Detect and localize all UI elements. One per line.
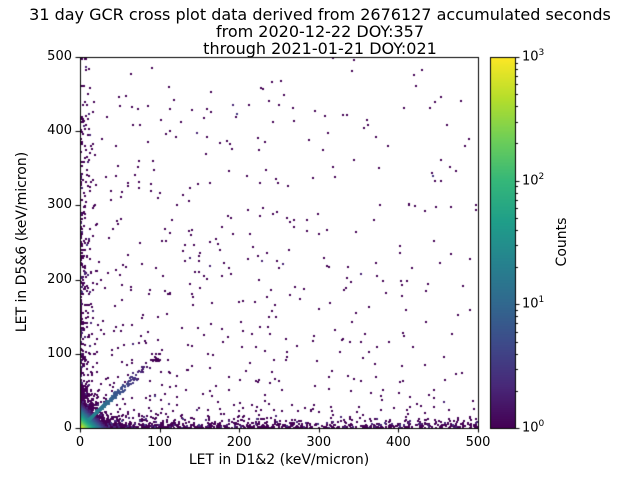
y-tick-label: 400 — [47, 123, 72, 139]
colorbar-tick-label: 100 — [522, 419, 545, 436]
chart-title-line3: through 2021-01-21 DOY:021 — [203, 39, 437, 58]
y-tick-label: 0 — [63, 420, 72, 435]
y-axis-label: LET in D5&6 (keV/micron) — [14, 151, 30, 333]
x-axis-label: LET in D1&2 (keV/micron) — [188, 452, 370, 468]
y-tick-label: 200 — [47, 271, 72, 287]
y-tick-label: 300 — [47, 197, 72, 213]
chart-title-line1: 31 day GCR cross plot data derived from … — [29, 5, 611, 24]
chart-title-line2: from 2020-12-22 DOY:357 — [215, 22, 424, 41]
colorbar-tick-label: 102 — [522, 171, 545, 188]
y-tick-label: 100 — [47, 345, 72, 361]
colorbar-tick-label: 103 — [522, 48, 545, 65]
x-tick-label: 200 — [226, 435, 252, 450]
y-tick-label: 500 — [47, 49, 72, 64]
x-tick-label: 100 — [147, 435, 172, 450]
x-tick-label: 500 — [465, 435, 491, 450]
x-tick-label: 0 — [75, 435, 85, 450]
chart-title: 31 day GCR cross plot data derived from … — [0, 6, 640, 57]
colorbar-label: Counts — [554, 217, 570, 267]
x-tick-label: 400 — [385, 435, 411, 450]
colorbar-tick-label: 101 — [522, 295, 545, 312]
x-tick-label: 300 — [306, 435, 332, 450]
